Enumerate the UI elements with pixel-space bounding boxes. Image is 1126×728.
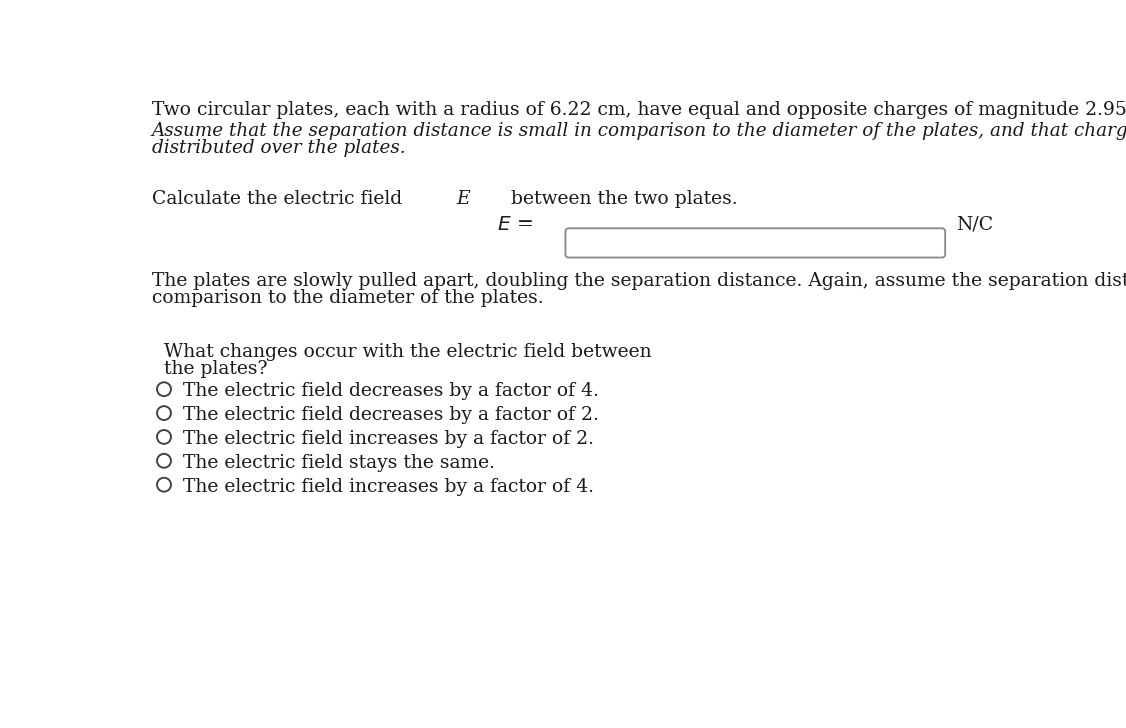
- Text: N/C: N/C: [956, 215, 993, 233]
- FancyBboxPatch shape: [565, 229, 945, 258]
- Text: E: E: [457, 190, 471, 207]
- Text: $\mathit{E}$ =: $\mathit{E}$ =: [498, 215, 533, 234]
- Text: comparison to the diameter of the plates.: comparison to the diameter of the plates…: [152, 289, 543, 307]
- Text: The electric field decreases by a factor of 4.: The electric field decreases by a factor…: [184, 382, 599, 400]
- Text: distributed over the plates.: distributed over the plates.: [152, 139, 405, 157]
- Text: Two circular plates, each with a radius of 6.22 cm, have equal and opposite char: Two circular plates, each with a radius …: [152, 101, 1126, 119]
- Text: between the two plates.: between the two plates.: [506, 190, 738, 207]
- Text: What changes occur with the electric field between: What changes occur with the electric fie…: [164, 343, 652, 361]
- Text: The electric field increases by a factor of 4.: The electric field increases by a factor…: [184, 478, 595, 496]
- Text: Assume that the separation distance is small in comparison to the diameter of th: Assume that the separation distance is s…: [152, 122, 1126, 140]
- Text: The plates are slowly pulled apart, doubling the separation distance. Again, ass: The plates are slowly pulled apart, doub…: [152, 272, 1126, 290]
- Text: The electric field increases by a factor of 2.: The electric field increases by a factor…: [184, 430, 595, 448]
- Text: The electric field decreases by a factor of 2.: The electric field decreases by a factor…: [184, 406, 599, 424]
- Text: Calculate the electric field: Calculate the electric field: [152, 190, 408, 207]
- Text: The electric field stays the same.: The electric field stays the same.: [184, 454, 495, 472]
- Text: the plates?: the plates?: [164, 360, 268, 378]
